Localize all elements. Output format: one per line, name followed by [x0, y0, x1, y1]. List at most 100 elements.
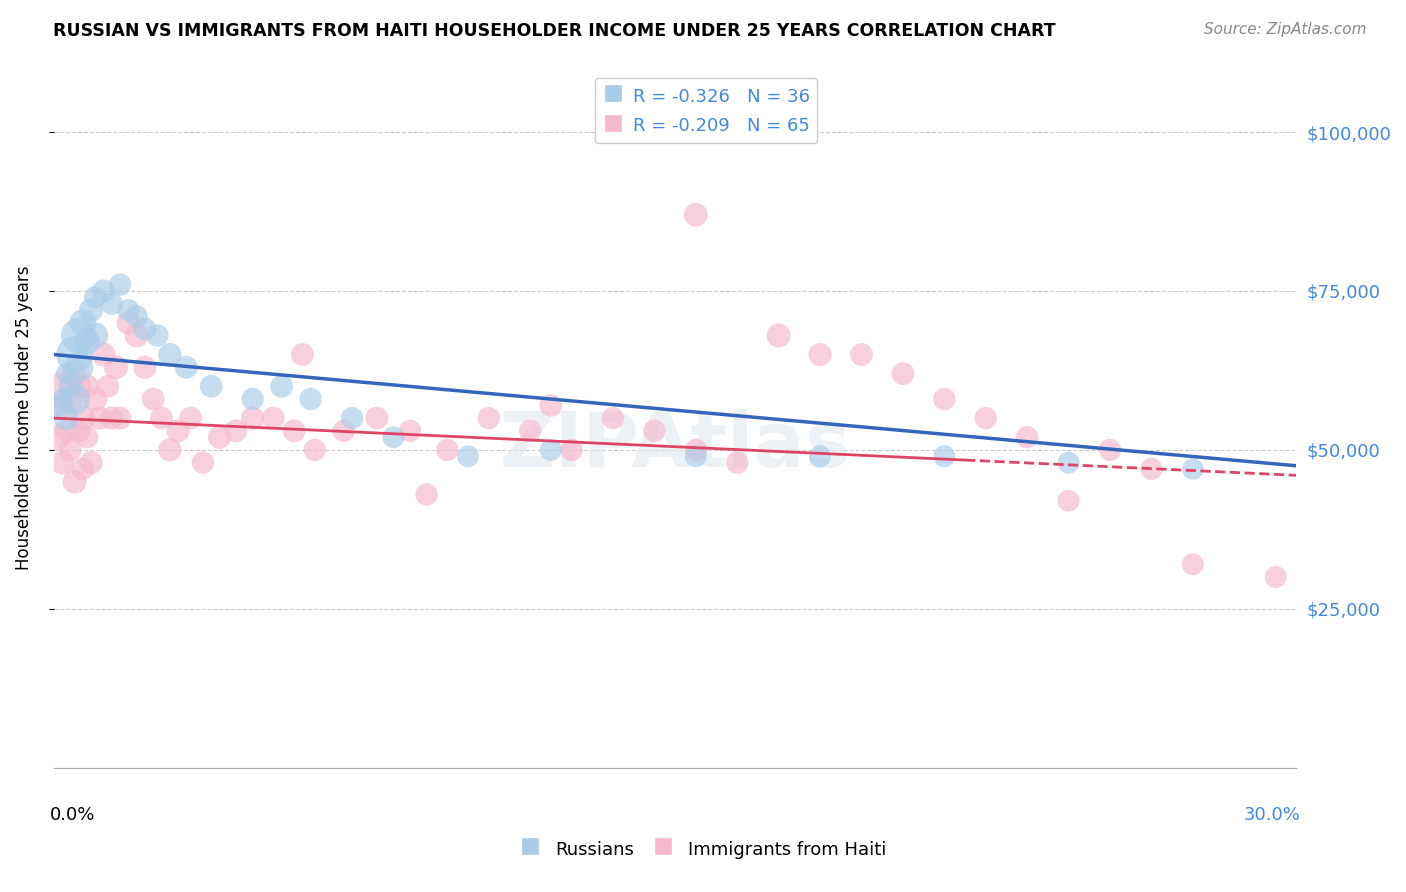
Point — [1181, 558, 1204, 572]
Point — [242, 392, 264, 406]
Point — [93, 284, 115, 298]
Point — [304, 442, 326, 457]
Point — [519, 424, 541, 438]
Point — [340, 411, 363, 425]
Point — [180, 411, 202, 425]
Point — [76, 334, 98, 349]
Point — [46, 379, 69, 393]
Y-axis label: Householder Income Under 25 years: Householder Income Under 25 years — [15, 266, 32, 570]
Point — [46, 430, 69, 444]
Point — [84, 392, 107, 406]
Point — [643, 424, 665, 438]
Point — [117, 316, 139, 330]
Point — [159, 347, 181, 361]
Point — [55, 367, 77, 381]
Point — [125, 328, 148, 343]
Point — [934, 449, 956, 463]
Point — [108, 411, 131, 425]
Point — [270, 379, 292, 393]
Point — [125, 310, 148, 324]
Point — [89, 411, 111, 425]
Point — [478, 411, 501, 425]
Point — [415, 487, 437, 501]
Point — [55, 411, 77, 425]
Point — [72, 411, 94, 425]
Point — [242, 411, 264, 425]
Point — [457, 449, 479, 463]
Point — [332, 424, 354, 438]
Point — [134, 322, 156, 336]
Point — [561, 442, 583, 457]
Legend: R = -0.326   N = 36, R = -0.209   N = 65: R = -0.326 N = 36, R = -0.209 N = 65 — [595, 78, 817, 144]
Point — [67, 328, 90, 343]
Point — [1098, 442, 1121, 457]
Point — [59, 442, 82, 457]
Point — [808, 347, 831, 361]
Point — [150, 411, 173, 425]
Point — [67, 360, 90, 375]
Point — [108, 277, 131, 292]
Point — [167, 424, 190, 438]
Point — [84, 290, 107, 304]
Point — [134, 360, 156, 375]
Point — [1264, 570, 1286, 584]
Point — [159, 442, 181, 457]
Point — [176, 360, 198, 375]
Point — [76, 430, 98, 444]
Point — [382, 430, 405, 444]
Point — [59, 392, 82, 406]
Point — [63, 367, 86, 381]
Point — [685, 208, 707, 222]
Point — [146, 328, 169, 343]
Text: ZIPAtlas: ZIPAtlas — [499, 409, 851, 483]
Point — [51, 456, 73, 470]
Point — [104, 360, 127, 375]
Text: RUSSIAN VS IMMIGRANTS FROM HAITI HOUSEHOLDER INCOME UNDER 25 YEARS CORRELATION C: RUSSIAN VS IMMIGRANTS FROM HAITI HOUSEHO… — [53, 22, 1056, 40]
Point — [602, 411, 624, 425]
Point — [80, 456, 103, 470]
Point — [84, 328, 107, 343]
Point — [51, 392, 73, 406]
Point — [974, 411, 997, 425]
Point — [540, 442, 562, 457]
Point — [200, 379, 222, 393]
Point — [117, 303, 139, 318]
Point — [934, 392, 956, 406]
Point — [208, 430, 231, 444]
Point — [51, 398, 73, 412]
Point — [283, 424, 305, 438]
Point — [59, 379, 82, 393]
Text: 30.0%: 30.0% — [1243, 806, 1301, 824]
Point — [101, 296, 124, 310]
Point — [76, 379, 98, 393]
Point — [685, 449, 707, 463]
Point — [67, 424, 90, 438]
Point — [63, 347, 86, 361]
Text: Source: ZipAtlas.com: Source: ZipAtlas.com — [1204, 22, 1367, 37]
Point — [93, 347, 115, 361]
Point — [46, 398, 69, 412]
Point — [63, 475, 86, 489]
Point — [63, 392, 86, 406]
Point — [67, 379, 90, 393]
Point — [72, 316, 94, 330]
Point — [101, 411, 124, 425]
Point — [80, 303, 103, 318]
Point — [262, 411, 284, 425]
Point — [685, 442, 707, 457]
Point — [291, 347, 314, 361]
Point — [299, 392, 322, 406]
Point — [768, 328, 790, 343]
Point — [191, 456, 214, 470]
Point — [851, 347, 873, 361]
Point — [1017, 430, 1039, 444]
Point — [399, 424, 422, 438]
Point — [225, 424, 247, 438]
Point — [436, 442, 458, 457]
Point — [725, 456, 748, 470]
Point — [1057, 493, 1080, 508]
Legend: Russians, Immigrants from Haiti: Russians, Immigrants from Haiti — [512, 830, 894, 867]
Point — [72, 462, 94, 476]
Point — [540, 398, 562, 412]
Point — [1057, 456, 1080, 470]
